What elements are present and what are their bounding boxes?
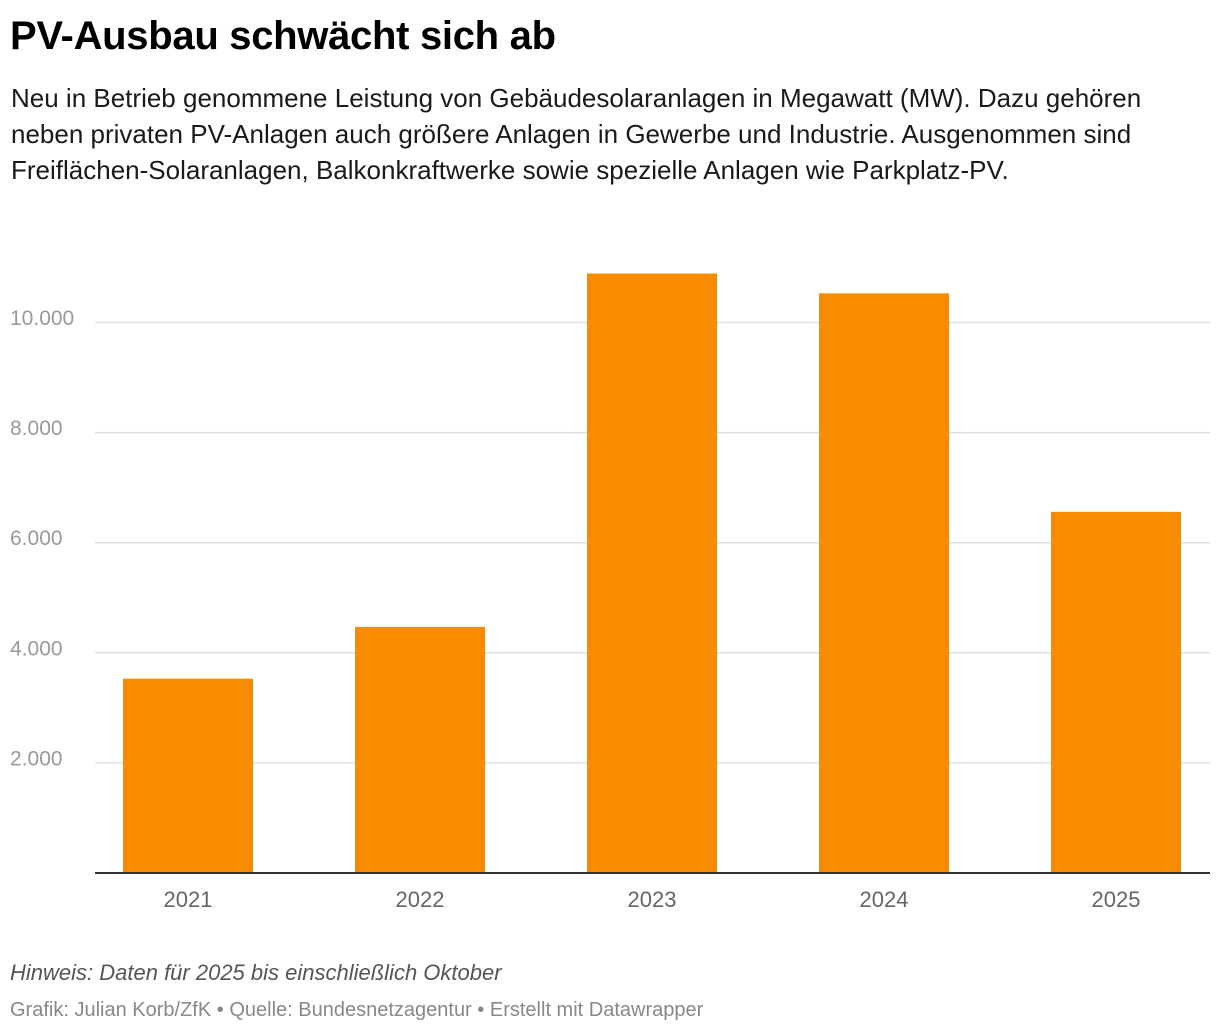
- y-tick-label: 8.000: [10, 417, 63, 440]
- credit-separator: •: [477, 999, 485, 1021]
- bar-2022: [355, 626, 485, 873]
- credit-source: Quelle: Bundesnetzagentur: [229, 999, 472, 1021]
- y-tick-label: 4.000: [10, 637, 63, 660]
- x-tick-label: 2024: [860, 887, 909, 912]
- credit-separator: •: [216, 999, 224, 1021]
- x-tick-label: 2025: [1092, 887, 1141, 912]
- chart-title: PV-Ausbau schwächt sich ab: [10, 14, 556, 58]
- y-tick-label: 10.000: [10, 307, 74, 330]
- footnote: Hinweis: Daten für 2025 bis einschließli…: [10, 960, 502, 985]
- bar-2025: [1051, 511, 1181, 873]
- y-axis-ticks: 2.000 4.000 6.000 8.000 10.000: [10, 307, 74, 770]
- x-tick-label: 2022: [396, 887, 445, 912]
- y-tick-label: 6.000: [10, 527, 63, 550]
- x-tick-label: 2023: [628, 887, 677, 912]
- chart-subtitle: Neu in Betrieb genommene Leistung von Ge…: [11, 83, 1142, 185]
- credit-tool: Erstellt mit Datawrapper: [489, 999, 704, 1021]
- x-tick-label: 2021: [164, 887, 213, 912]
- bar-2021: [123, 678, 253, 873]
- credit-graphic: Grafik: Julian Korb/ZfK: [10, 999, 212, 1021]
- bars: [123, 273, 1181, 873]
- bar-2024: [819, 293, 949, 873]
- x-axis-ticks: 2021 2022 2023 2024 2025: [164, 887, 1141, 912]
- y-tick-label: 2.000: [10, 747, 63, 770]
- bar-2023: [587, 273, 717, 873]
- credits-line: Grafik: Julian Korb/ZfK • Quelle: Bundes…: [10, 996, 703, 1024]
